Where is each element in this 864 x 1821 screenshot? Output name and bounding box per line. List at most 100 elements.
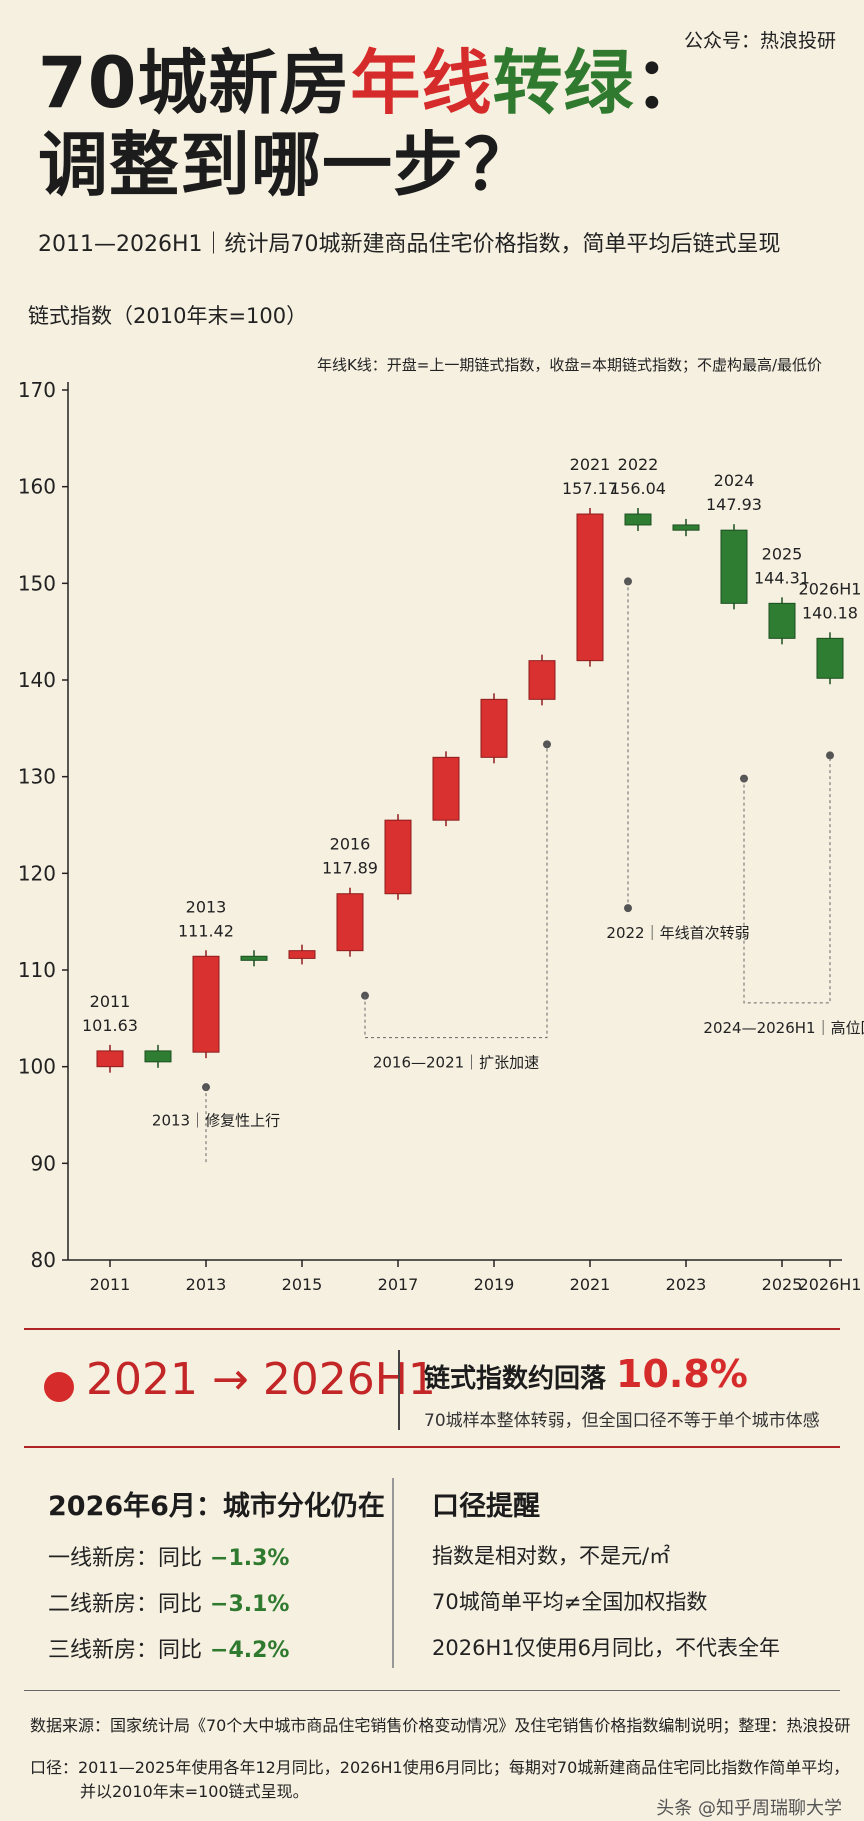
candlestick-chart: 年线K线：开盘=上一期链式指数，收盘=本期链式指数；不虚构最高/最低价 80 90…	[18, 356, 864, 1294]
y-axis-label: 链式指数（2010年末=100）	[28, 304, 308, 328]
candle-body	[384, 819, 412, 895]
value-label-value: 144.31	[754, 568, 810, 587]
y-tick-label: 140	[18, 668, 56, 692]
city-row-value: −3.1%	[210, 1592, 290, 1617]
candle-body	[144, 1050, 172, 1063]
annotation-2022: 2022｜年线首次转弱	[606, 924, 749, 942]
value-label-year: 2024	[714, 471, 755, 490]
value-label-year: 2011	[90, 992, 131, 1011]
city-row-tier2: 二线新房：同比 −3.1%	[48, 1586, 289, 1618]
value-label-year: 2022	[618, 455, 659, 474]
y-tick-label: 130	[18, 765, 56, 789]
candle-body	[96, 1050, 124, 1068]
y-tick-label: 110	[18, 958, 56, 982]
value-label-year: 2021	[570, 455, 611, 474]
annotation-2013: 2013｜修复性上行	[152, 1112, 280, 1130]
value-label-year: 2016	[330, 835, 371, 854]
chart-note: 年线K线：开盘=上一期链式指数，收盘=本期链式指数；不虚构最高/最低价	[317, 356, 822, 374]
lower-separator	[392, 1478, 394, 1668]
annotation-guides	[202, 577, 834, 1163]
candle-body	[192, 955, 220, 1053]
reminder-item: 2026H1仅使用6月同比，不代表全年	[432, 1636, 780, 1660]
candle-body	[336, 893, 364, 952]
guide-line	[364, 744, 548, 1039]
candle-body	[288, 950, 316, 959]
reminder-item: 70城简单平均≠全国加权指数	[432, 1590, 708, 1614]
x-tick-label: 2026H1	[799, 1275, 862, 1294]
city-row-label: 二线新房：同比	[48, 1592, 203, 1617]
reminder-item: 指数是相对数，不是元/㎡	[432, 1544, 671, 1568]
candle-body	[432, 756, 460, 821]
annotations: 2013｜修复性上行 2016—2021｜扩张加速 2022｜年线首次转弱 2024—…	[152, 924, 864, 1130]
y-tick-label: 150	[18, 571, 56, 595]
guide-dot	[624, 904, 632, 913]
annotation-2024-2026: 2024—2026H1｜高位回落	[703, 1019, 864, 1037]
summary-dot-icon	[44, 1372, 74, 1402]
x-tick-label: 2011	[90, 1275, 131, 1294]
y-tick-label: 170	[18, 378, 56, 402]
footer-source: 数据来源：国家统计局《70个大中城市商品住宅销售价格变动情况》及住宅销售价格指数…	[30, 1716, 851, 1735]
guide-dot	[740, 774, 748, 783]
candle-body	[240, 955, 268, 961]
subtitle: 2011—2026H1｜统计局70城新建商品住宅价格指数，简单平均后链式呈现	[38, 232, 781, 257]
footer-divider	[24, 1690, 840, 1691]
footer-method-line2: 并以2010年末=100链式呈现。	[80, 1782, 309, 1801]
y-tick-label: 100	[18, 1055, 56, 1079]
candle-body	[624, 513, 652, 526]
city-row-label: 三线新房：同比	[48, 1638, 203, 1663]
x-tick-label: 2017	[378, 1275, 419, 1294]
city-row-tier1: 一线新房：同比 −1.3%	[48, 1540, 289, 1572]
value-label-value: 111.42	[178, 921, 234, 940]
page-title: 70城新房年线转绿： 调整到哪一步？	[38, 42, 705, 206]
x-tick-label: 2019	[474, 1275, 515, 1294]
y-tick-label: 160	[18, 475, 56, 499]
title-line2: 调整到哪一步？	[38, 124, 535, 206]
value-label-year: 2026H1	[799, 579, 862, 598]
brand-label: 公众号：热浪投研	[683, 30, 836, 52]
x-tick-label: 2015	[282, 1275, 323, 1294]
city-row-label: 一线新房：同比	[48, 1546, 203, 1571]
candle-body	[528, 660, 556, 700]
footer-method-line1: 口径：2011—2025年使用各年12月同比，2026H1使用6月同比；每期对7…	[30, 1758, 850, 1777]
title-part2: 年线	[350, 42, 493, 124]
value-label-value: 140.18	[802, 603, 858, 622]
reminder-title: 口径提醒	[432, 1491, 540, 1522]
x-tick-label: 2021	[570, 1275, 611, 1294]
summary-note: 70城样本整体转弱，但全国口径不等于单个城市体感	[424, 1411, 820, 1431]
value-label-value: 101.63	[82, 1016, 138, 1035]
annotation-2016-2021: 2016—2021｜扩张加速	[373, 1054, 539, 1072]
summary-separator	[398, 1350, 400, 1430]
candles	[96, 508, 844, 1073]
value-label-value: 117.89	[322, 859, 378, 878]
city-row-value: −4.2%	[210, 1638, 290, 1663]
summary-bottom-divider	[24, 1446, 840, 1448]
city-section-title: 2026年6月：城市分化仍在	[48, 1491, 385, 1522]
candle-body	[672, 524, 700, 531]
y-tick-label: 80	[31, 1248, 56, 1272]
value-label-year: 2013	[186, 897, 227, 916]
title-part1: 70城新房	[38, 42, 351, 124]
summary-pct: 10.8%	[616, 1352, 748, 1396]
summary-headline-text: 链式指数约回落	[424, 1364, 607, 1394]
chart-axes: 80 90 100 110 120 130 140 150 160 170 2011 2013 2015…	[18, 378, 862, 1294]
y-tick-label: 120	[18, 861, 56, 885]
title-part4: ：	[634, 42, 706, 124]
value-labels: 2011 101.63 2013 111.42 2016 117.89 2021 157.17…	[82, 455, 861, 1035]
value-label-value: 156.04	[610, 479, 666, 498]
guide-line	[743, 755, 831, 1004]
value-label-value: 147.93	[706, 495, 762, 514]
x-tick-label: 2025	[762, 1275, 803, 1294]
guide-dot	[826, 751, 834, 760]
x-tick-label: 2013	[186, 1275, 227, 1294]
y-tick-label: 90	[31, 1151, 56, 1175]
candle-body	[720, 529, 748, 604]
summary-top-divider	[24, 1328, 840, 1330]
city-row-tier3: 三线新房：同比 −4.2%	[48, 1632, 289, 1664]
value-label-value: 157.17	[562, 479, 618, 498]
summary-period: 2021 → 2026H1	[86, 1354, 436, 1405]
candle-body	[816, 637, 844, 679]
candle-body	[480, 698, 508, 758]
watermark: 头条 @知乎周瑞聊大学	[656, 1798, 842, 1819]
title-part3: 转绿	[492, 42, 635, 124]
value-label-year: 2025	[762, 544, 803, 563]
